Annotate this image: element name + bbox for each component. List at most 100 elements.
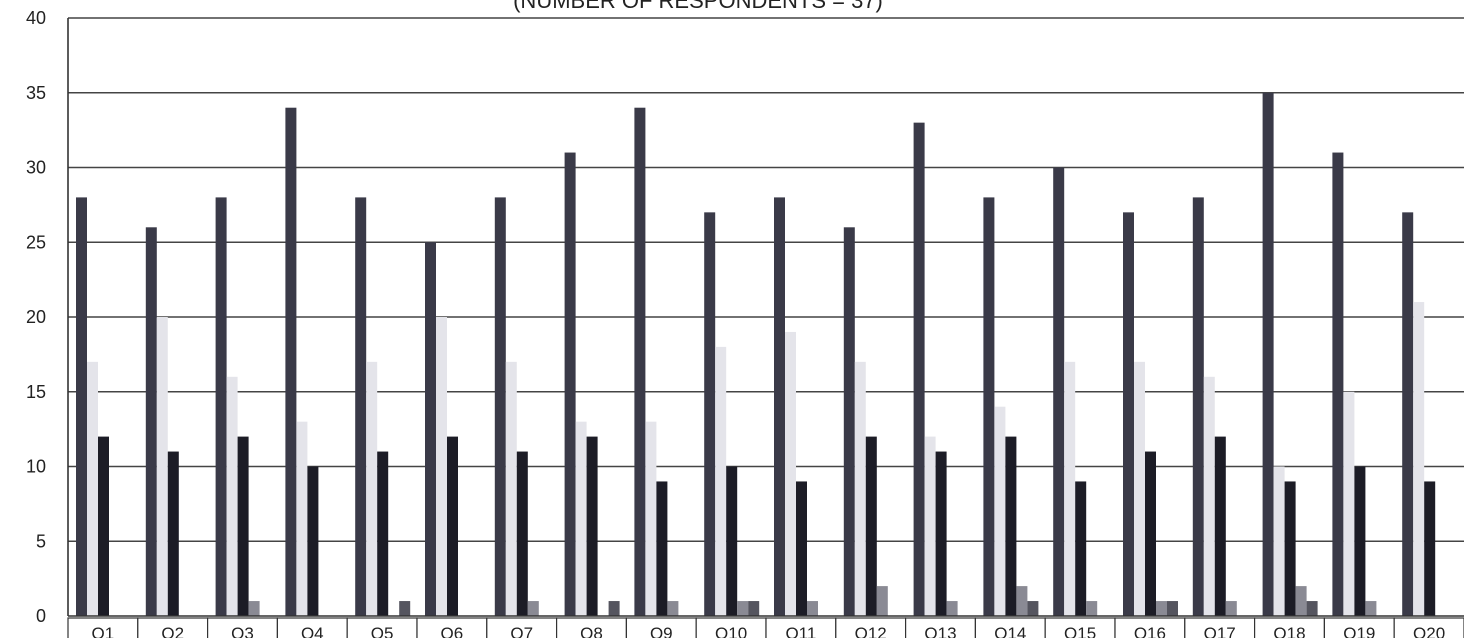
x-tick-label: Q9 <box>650 624 673 638</box>
x-tick-label: Q18 <box>1273 624 1305 638</box>
bar <box>983 197 995 616</box>
x-tick-label: Q20 <box>1413 624 1445 638</box>
bar <box>935 451 947 616</box>
x-tick-label: Q12 <box>855 624 887 638</box>
bar <box>1332 152 1344 617</box>
bar <box>1167 601 1178 616</box>
bar <box>946 601 958 616</box>
bar <box>564 152 576 617</box>
bar <box>1192 197 1204 616</box>
x-tick-label: Q3 <box>231 624 254 638</box>
x-tick-label: Q19 <box>1343 624 1375 638</box>
bar <box>667 601 679 616</box>
bar <box>715 346 727 616</box>
y-tick-label: 40 <box>26 8 46 28</box>
x-tick-label: Q2 <box>161 624 184 638</box>
x-tick-label: Q5 <box>371 624 394 638</box>
bar <box>1225 601 1237 616</box>
bars <box>76 92 1436 617</box>
bar <box>1145 451 1156 616</box>
bar <box>1064 361 1076 616</box>
bar <box>726 466 738 616</box>
bar <box>774 197 785 616</box>
bar <box>865 436 877 616</box>
bar <box>1295 586 1307 616</box>
bar <box>237 436 249 616</box>
y-tick-label: 20 <box>26 307 46 327</box>
y-axis: 0 5 10 15 20 25 30 35 40 <box>26 8 69 626</box>
bar <box>854 361 866 616</box>
bar <box>1306 601 1318 616</box>
bar <box>248 601 260 616</box>
bar <box>656 481 668 616</box>
bar <box>1284 481 1296 616</box>
bar <box>527 601 539 616</box>
bar <box>87 361 98 616</box>
bar <box>494 197 506 616</box>
bar <box>1402 212 1414 616</box>
bar <box>1156 601 1167 616</box>
bar <box>1424 481 1436 616</box>
bar <box>1053 167 1065 616</box>
x-tick-label: Q15 <box>1064 624 1096 638</box>
bar <box>76 197 87 616</box>
bar <box>796 481 807 616</box>
x-tick-label: Q8 <box>580 624 603 638</box>
bar <box>645 421 657 616</box>
x-tick-label: Q16 <box>1134 624 1166 638</box>
chart-title: (NUMBER OF RESPONDENTS = 37) <box>513 0 883 13</box>
bar <box>285 107 297 616</box>
bar <box>1354 466 1366 616</box>
x-axis: Q1 Q2 Q3 Q4 Q5 Q6 Q7 Q8 Q9 Q10 Q11 Q12 Q13 Q14 Q15 Q16 Q… <box>67 615 1464 638</box>
bar <box>215 197 227 616</box>
bar <box>913 122 925 617</box>
x-tick-label: Q11 <box>785 624 816 638</box>
bar <box>1203 376 1215 616</box>
bar <box>1343 391 1355 616</box>
bar <box>1413 302 1425 616</box>
bar <box>1027 601 1039 616</box>
bar <box>296 421 308 616</box>
x-tick-label: Q4 <box>301 624 324 638</box>
bar <box>704 212 716 616</box>
bar <box>156 317 168 616</box>
bar <box>737 601 749 616</box>
bar <box>1016 586 1028 616</box>
bar <box>843 227 855 617</box>
y-tick-label: 5 <box>36 531 46 551</box>
bar <box>505 361 517 616</box>
bar <box>98 436 109 616</box>
bar <box>399 601 411 616</box>
bar <box>436 317 447 616</box>
bar <box>1134 361 1145 616</box>
bar <box>876 586 888 616</box>
bar <box>1005 436 1017 616</box>
bar <box>924 436 936 616</box>
bar <box>1365 601 1377 616</box>
x-tick-label: Q7 <box>510 624 533 638</box>
gridlines <box>68 17 1464 542</box>
bar <box>1123 212 1134 616</box>
x-tick-label: Q6 <box>441 624 464 638</box>
y-tick-label: 25 <box>26 232 46 252</box>
bar <box>785 331 796 616</box>
bar <box>226 376 238 616</box>
y-tick-label: 0 <box>36 606 46 626</box>
x-tick-label: Q13 <box>924 624 956 638</box>
bar <box>586 436 598 616</box>
bar <box>425 242 436 616</box>
bar <box>167 451 179 616</box>
bar <box>307 466 319 616</box>
bar <box>447 436 458 616</box>
x-tick-label: Q1 <box>92 624 115 638</box>
bar <box>516 451 528 616</box>
bar <box>994 406 1006 616</box>
x-tick-label: Q10 <box>715 624 747 638</box>
bar <box>748 601 760 616</box>
y-tick-label: 15 <box>26 382 46 402</box>
bar <box>807 601 818 616</box>
bar <box>377 451 389 616</box>
y-tick-label: 30 <box>26 158 46 178</box>
bar <box>1273 466 1285 616</box>
